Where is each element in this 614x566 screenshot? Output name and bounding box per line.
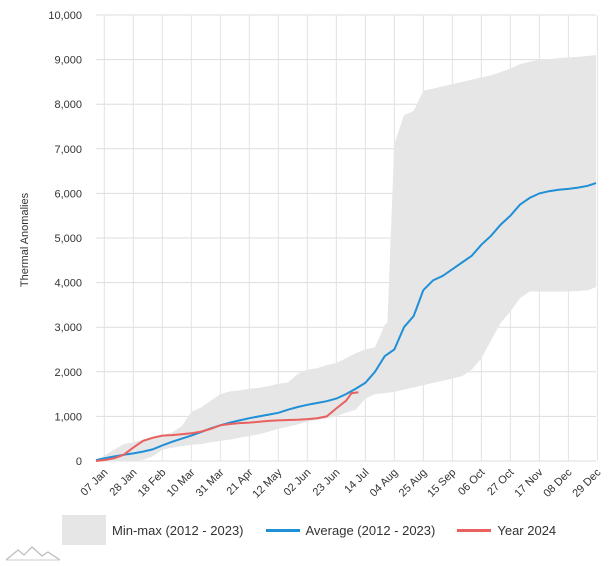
x-tick-label: 08 Dec	[541, 466, 574, 499]
y-tick-label: 5,000	[54, 233, 82, 245]
legend-band-swatch	[62, 515, 106, 545]
legend-label-year-2024: Year 2024	[497, 522, 557, 538]
mountain-logo-icon	[5, 546, 61, 561]
y-tick-label: 0	[76, 456, 82, 468]
x-tick-label: 31 Mar	[194, 466, 227, 499]
x-tick-label: 07 Jan	[79, 467, 111, 499]
year-2024-line	[95, 391, 359, 462]
y-axis-label: Thermal Anomalies	[19, 192, 31, 287]
x-tick-label: 25 Aug	[397, 467, 430, 500]
x-tick-label: 23 Jun	[311, 467, 343, 499]
legend-year-swatch	[457, 528, 492, 532]
x-tick-label: 18 Feb	[136, 467, 169, 500]
y-axis-ticks: 0 1,000 2,000 3,000 4,000 5,000 6,000 7,000 8,00…	[48, 10, 82, 468]
y-tick-label: 3,000	[54, 322, 82, 334]
y-tick-label: 6,000	[54, 188, 82, 200]
legend-average-swatch	[265, 528, 300, 532]
x-tick-label: 15 Sep	[425, 467, 458, 500]
x-tick-label: 17 Nov	[512, 466, 545, 499]
average-line	[95, 182, 597, 462]
x-tick-label: 29 Dec	[570, 466, 603, 499]
y-tick-label: 4,000	[54, 278, 82, 290]
y-tick-label: 8,000	[54, 99, 82, 111]
y-tick-label: 2,000	[54, 367, 82, 379]
legend-label-min-max: Min-max (2012 - 2023)	[112, 522, 244, 538]
x-tick-label: 04 Aug	[368, 467, 401, 500]
legend-label-average: Average (2012 - 2023)	[305, 522, 436, 538]
x-tick-label: 02 Jun	[282, 467, 314, 499]
y-tick-label: 1,000	[54, 411, 82, 423]
chart-legend: Min-max (2012 - 2023) Average (2012 - 20…	[62, 514, 610, 546]
legend-item-year-2024[interactable]: Year 2024	[457, 523, 556, 538]
y-tick-label: 10,000	[48, 10, 82, 22]
x-tick-label: 06 Oct	[456, 467, 487, 498]
legend-item-min-max[interactable]: Min-max (2012 - 2023)	[62, 515, 244, 545]
y-tick-label: 7,000	[54, 144, 82, 156]
x-tick-label: 28 Jan	[108, 467, 140, 499]
x-tick-label: 12 May	[250, 466, 284, 500]
legend-item-average[interactable]: Average (2012 - 2023)	[265, 522, 436, 538]
x-tick-label: 10 Mar	[165, 466, 198, 499]
thermal-anomalies-chart: 0 1,000 2,000 3,000 4,000 5,000 6,000 7,000 8,00…	[19, 10, 604, 501]
x-tick-label: 27 Oct	[485, 467, 516, 498]
y-tick-label: 9,000	[54, 55, 82, 67]
min-max-band	[96, 55, 596, 461]
